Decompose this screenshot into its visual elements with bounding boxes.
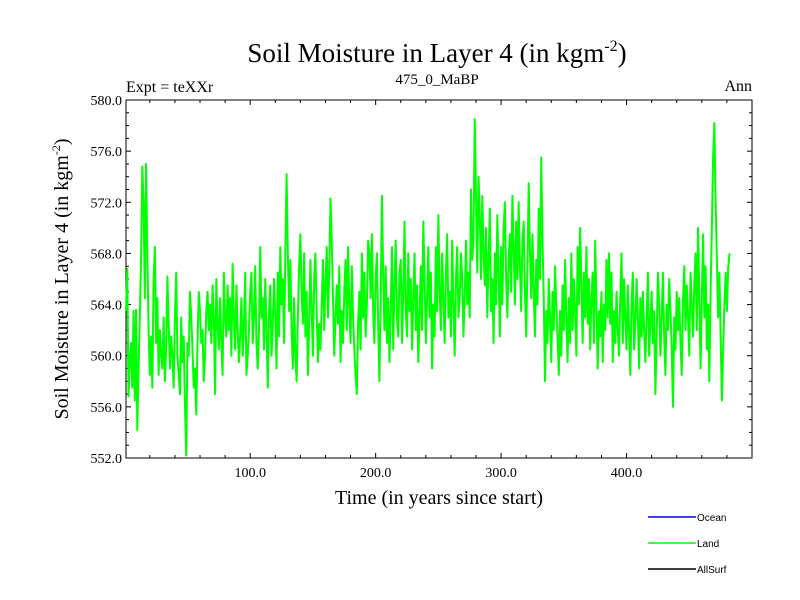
legend-label-ocean: Ocean [697,513,726,524]
x-axis-label: Time (in years since start) [335,487,543,509]
y-tick-label: 552.0 [91,452,123,467]
legend-label-land: Land [697,539,719,550]
x-tick-label: 200.0 [360,466,392,481]
y-axis-label-sup: -2 [49,145,63,155]
y-tick-label: 572.0 [91,196,123,211]
x-tick-label: 400.0 [611,466,643,481]
legend-label-allsurf: AllSurf [697,565,727,576]
subtitle-season: Ann [724,78,752,95]
chart-title-sup: -2 [604,38,617,55]
y-tick-label: 556.0 [91,401,123,416]
y-tick-label: 564.0 [91,299,123,314]
subtitle-period: 475_0_MaBP [395,72,478,88]
y-tick-label: 560.0 [91,350,123,365]
y-axis-label: Soil Moisture in Layer 4 (in kgm-2) [49,138,73,419]
chart-title: Soil Moisture in Layer 4 (in kgm-2) [247,38,626,68]
y-axis-label-tail: ) [51,138,73,145]
x-axis-ticks: 100.0 200.0 300.0 400.0 [149,100,728,481]
series-line-land [125,118,731,457]
x-tick-label: 100.0 [234,466,266,481]
legend: Ocean Land AllSurf [648,513,727,576]
chart-title-tail: ) [618,38,627,68]
y-tick-label: 576.0 [91,145,123,160]
y-tick-label: 568.0 [91,247,123,262]
subtitle-expt: Expt = teXXr [126,79,214,96]
y-tick-label: 580.0 [91,94,123,109]
y-axis-ticks: 552.0 556.0 560.0 564.0 568.0 572.0 576.0 580.0 [91,94,752,467]
x-tick-label: 300.0 [485,466,517,481]
series-layer [125,118,731,457]
